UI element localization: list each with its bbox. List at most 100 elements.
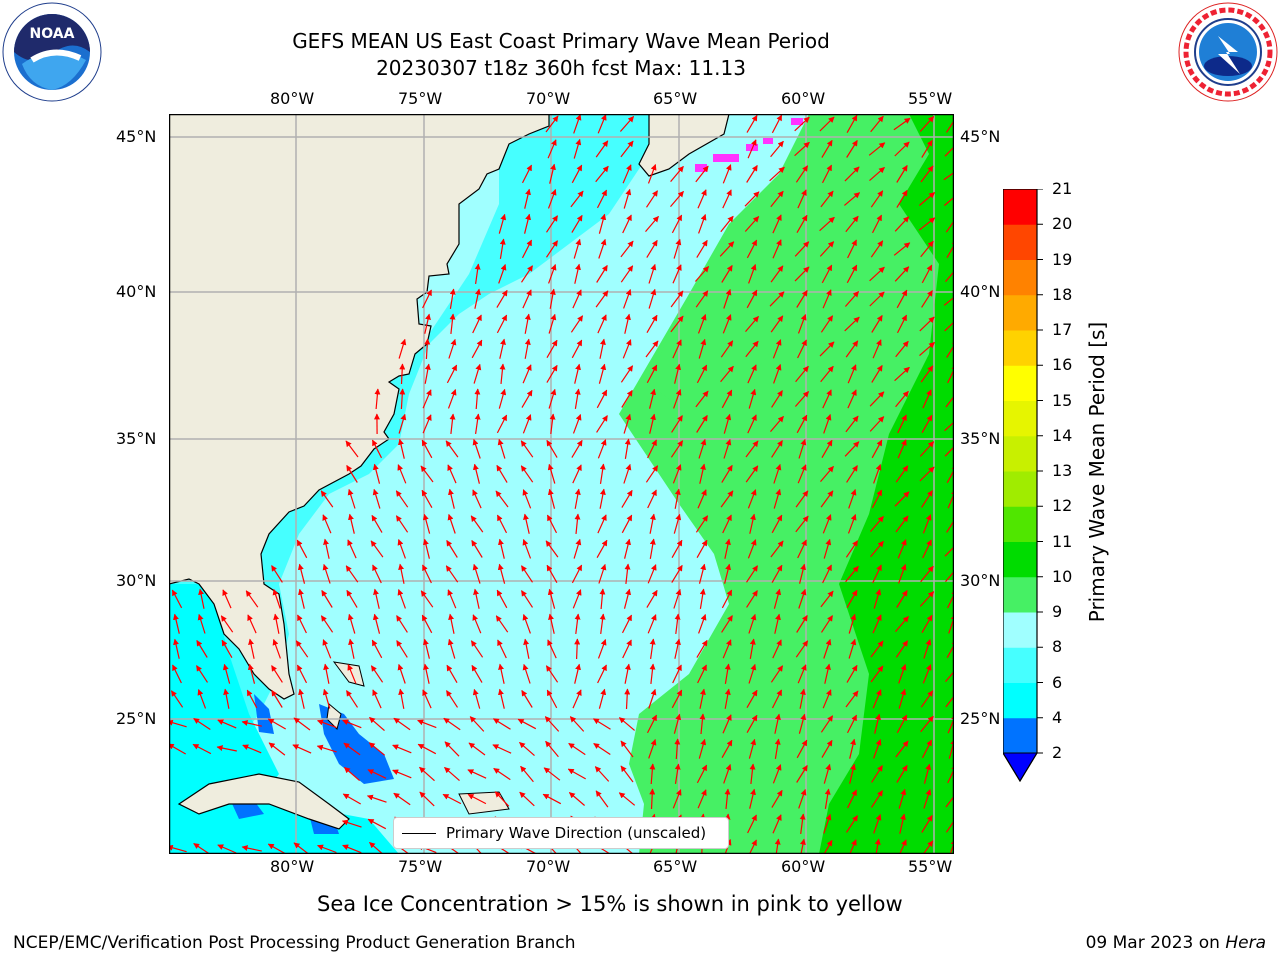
wave-arrow	[348, 638, 355, 659]
wave-arrow	[323, 538, 330, 559]
wave-arrow	[770, 190, 784, 208]
wave-arrow	[820, 590, 834, 608]
wave-arrow	[520, 565, 534, 583]
wave-arrow	[720, 490, 734, 508]
lon-tick-top: 60°W	[781, 89, 826, 108]
colorbar-tick-label: 14	[1052, 425, 1073, 445]
wave-arrow	[595, 140, 609, 158]
wave-arrow	[546, 339, 558, 358]
wave-arrow	[649, 513, 656, 534]
wave-arrow	[599, 613, 606, 634]
wave-arrow	[670, 315, 684, 333]
wave-arrow	[945, 690, 954, 708]
wave-arrow	[272, 639, 281, 659]
wave-arrow	[670, 290, 684, 308]
wave-arrow	[424, 363, 431, 384]
wave-arrow	[799, 688, 806, 709]
wave-arrow	[871, 489, 883, 509]
wave-arrow	[771, 390, 783, 408]
wave-arrow	[522, 663, 531, 684]
wave-arrow	[371, 639, 383, 659]
wave-arrow	[897, 439, 907, 459]
wave-arrow	[568, 742, 586, 756]
wave-arrow	[746, 164, 758, 183]
wave-arrow	[221, 639, 233, 658]
wave-arrow	[772, 339, 782, 359]
wave-arrow	[569, 716, 585, 732]
wave-arrow	[420, 590, 434, 608]
wave-arrow	[494, 791, 510, 807]
wave-arrow	[919, 591, 935, 607]
wave-arrow	[522, 539, 532, 559]
colorbar-extend-triangle	[1002, 752, 1038, 782]
wave-arrow	[568, 792, 585, 806]
wave-arrow	[745, 465, 759, 483]
wave-arrow	[248, 638, 255, 659]
wave-arrow	[472, 438, 481, 459]
wave-arrow	[599, 463, 606, 484]
wave-arrow	[473, 588, 480, 609]
wave-arrow	[945, 815, 954, 833]
wave-arrow	[770, 540, 784, 558]
wave-arrow	[524, 188, 531, 209]
wave-arrow	[572, 589, 582, 609]
wave-arrow	[417, 743, 437, 755]
colorbar-segment	[1003, 506, 1037, 542]
wave-arrow	[271, 665, 283, 683]
wave-arrow	[748, 839, 757, 854]
wave-arrow	[621, 614, 633, 634]
wave-arrow	[698, 438, 707, 459]
wave-arrow	[670, 165, 684, 182]
lon-tick-bottom: 60°W	[781, 857, 826, 876]
wave-arrow	[722, 714, 732, 734]
wave-arrow	[547, 463, 556, 484]
wave-arrow	[868, 142, 886, 156]
wave-arrow	[820, 365, 834, 383]
wave-arrow	[822, 689, 832, 709]
wave-arrow	[746, 590, 758, 608]
chart-title: GEFS MEAN US East Coast Primary Wave Mea…	[292, 29, 830, 53]
wave-arrow	[849, 839, 857, 854]
wave-arrow	[847, 364, 857, 384]
wave-arrow	[745, 565, 759, 583]
wave-arrow	[345, 440, 359, 458]
wave-arrow	[794, 116, 810, 132]
wave-arrow	[372, 463, 381, 484]
land-andros	[326, 703, 342, 730]
wave-arrow	[796, 764, 808, 783]
wave-arrow	[620, 240, 634, 258]
wave-arrow	[193, 842, 211, 854]
wave-arrow	[341, 819, 362, 828]
wave-arrow	[547, 488, 556, 509]
wave-arrow	[419, 766, 435, 782]
wave-arrow	[797, 539, 807, 559]
wave-arrow	[920, 165, 934, 183]
wave-arrow	[473, 363, 482, 384]
wave-arrow	[845, 690, 859, 708]
wave-arrow	[496, 589, 508, 609]
wave-arrow	[346, 589, 358, 608]
wave-arrow	[671, 539, 683, 558]
wave-arrow	[343, 742, 361, 756]
wave-arrow	[846, 714, 858, 734]
wave-arrow	[496, 289, 508, 308]
wave-arrow	[920, 690, 934, 708]
lat-tick-right: 45°N	[960, 127, 1001, 146]
wave-arrow	[546, 564, 558, 583]
wave-arrow	[393, 792, 411, 806]
wave-arrow	[649, 763, 656, 785]
wave-arrow	[869, 266, 885, 282]
colorbar-segment	[1003, 330, 1037, 366]
wave-arrow	[722, 164, 732, 184]
wave-arrow	[820, 490, 834, 508]
wave-arrow	[217, 844, 237, 854]
lat-tick-left: 30°N	[116, 571, 157, 590]
wave-arrow	[946, 639, 954, 658]
colorbar-tick-label: 2	[1052, 743, 1063, 762]
wave-arrow	[748, 264, 757, 284]
wave-arrow	[873, 464, 882, 484]
wave-arrow	[797, 314, 807, 334]
wave-arrow	[523, 638, 530, 659]
wave-arrow	[422, 564, 432, 584]
wave-arrow	[522, 614, 531, 634]
